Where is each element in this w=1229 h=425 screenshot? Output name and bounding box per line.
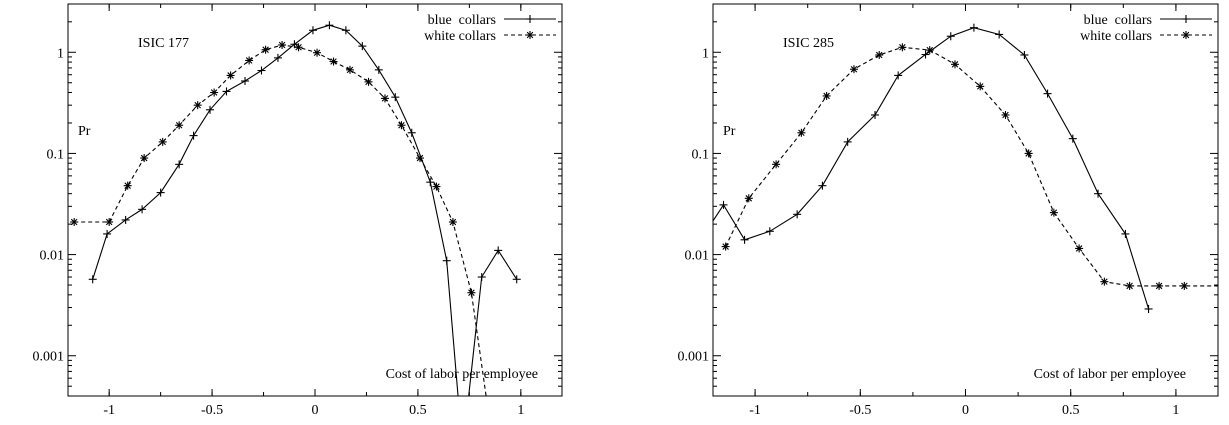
y-tick-label: 1: [702, 46, 709, 61]
star-marker: [226, 71, 235, 80]
star-marker: [329, 57, 338, 66]
legend-label: blue collars: [428, 13, 496, 28]
x-tick-label: -1: [749, 403, 761, 418]
star-marker: [1155, 281, 1164, 290]
star-marker: [950, 60, 959, 69]
star-marker: [364, 77, 373, 86]
star-marker: [70, 217, 79, 226]
x-tick-label: 0.5: [409, 403, 427, 418]
star-marker: [245, 56, 254, 65]
star-marker: [925, 46, 934, 55]
legend-label: white collars: [1080, 29, 1152, 44]
y-tick-label: 1: [57, 46, 64, 61]
white-collars-line: [725, 46, 1218, 287]
star-marker: [797, 128, 806, 137]
white-collars-line: [74, 44, 487, 396]
star-marker: [1182, 31, 1190, 39]
star-marker: [772, 160, 781, 169]
plot-frame: [712, 3, 1219, 397]
star-marker: [158, 137, 167, 146]
y-tick-label: 0.01: [40, 249, 65, 264]
series-group: [70, 21, 521, 396]
star-marker: [432, 182, 441, 191]
x-tick-label: -0.5: [201, 403, 223, 418]
star-marker: [976, 82, 985, 91]
y-tick-label: 0.001: [678, 350, 710, 365]
star-marker: [397, 121, 406, 130]
blue-collars-line: [713, 27, 1150, 310]
plot-frame: [67, 3, 563, 397]
y-tick-label: 0.1: [692, 147, 710, 162]
panel-annotation: ISIC 285: [783, 36, 834, 51]
star-marker: [849, 65, 858, 74]
star-marker: [278, 40, 287, 49]
star-marker: [261, 45, 270, 54]
star-marker: [1100, 277, 1109, 286]
star-marker: [345, 65, 354, 74]
star-marker: [898, 43, 907, 52]
star-marker: [1075, 244, 1084, 253]
y-tick-label: 0.01: [685, 249, 710, 264]
star-marker: [313, 48, 322, 57]
star-marker: [140, 154, 149, 163]
star-marker: [415, 154, 424, 163]
legend-label: white collars: [424, 29, 496, 44]
star-marker: [448, 217, 457, 226]
star-marker: [1125, 281, 1134, 290]
legend-label: blue collars: [1084, 13, 1152, 28]
x-tick-label: -0.5: [849, 403, 871, 418]
star-marker: [822, 91, 831, 100]
star-marker: [526, 31, 534, 39]
chart-panel-1: -1 -0.5 0 0.5 1 0.001 0.01 0.1 1 ISIC 177 Pr Cost o…: [33, 3, 563, 418]
star-marker: [467, 288, 476, 297]
star-marker: [1049, 208, 1058, 217]
x-tick-label: 0: [962, 403, 969, 418]
star-marker: [210, 88, 219, 97]
star-marker: [1024, 149, 1033, 158]
x-axis-label: Cost of labor per employee: [386, 367, 538, 382]
series-group: [713, 23, 1218, 313]
star-marker: [875, 50, 884, 59]
y-axis-label: Pr: [78, 124, 91, 139]
x-tick-label: 0: [312, 403, 319, 418]
star-marker: [294, 43, 303, 52]
star-marker: [744, 194, 753, 203]
star-marker: [105, 217, 114, 226]
panel-annotation: ISIC 177: [138, 36, 189, 51]
star-marker: [175, 121, 184, 130]
chart-panel-2: -1 -0.5 0 0.5 1 0.001 0.01 0.1 1 ISIC 285 Pr Cost o…: [678, 3, 1219, 418]
star-marker: [380, 94, 389, 103]
x-tick-label: -1: [103, 403, 115, 418]
star-marker: [123, 181, 132, 190]
blue-collars-line: [92, 24, 518, 396]
x-axis-label: Cost of labor per employee: [1034, 367, 1186, 382]
x-tick-label: 0.5: [1062, 403, 1080, 418]
star-marker: [1180, 281, 1189, 290]
star-marker: [721, 242, 730, 251]
x-tick-label: 1: [517, 403, 524, 418]
y-axis-label: Pr: [723, 124, 736, 139]
star-marker: [193, 101, 202, 110]
star-marker: [1001, 110, 1010, 119]
y-tick-label: 0.1: [47, 147, 65, 162]
x-tick-label: 1: [1172, 403, 1179, 418]
y-tick-label: 0.001: [33, 350, 65, 365]
